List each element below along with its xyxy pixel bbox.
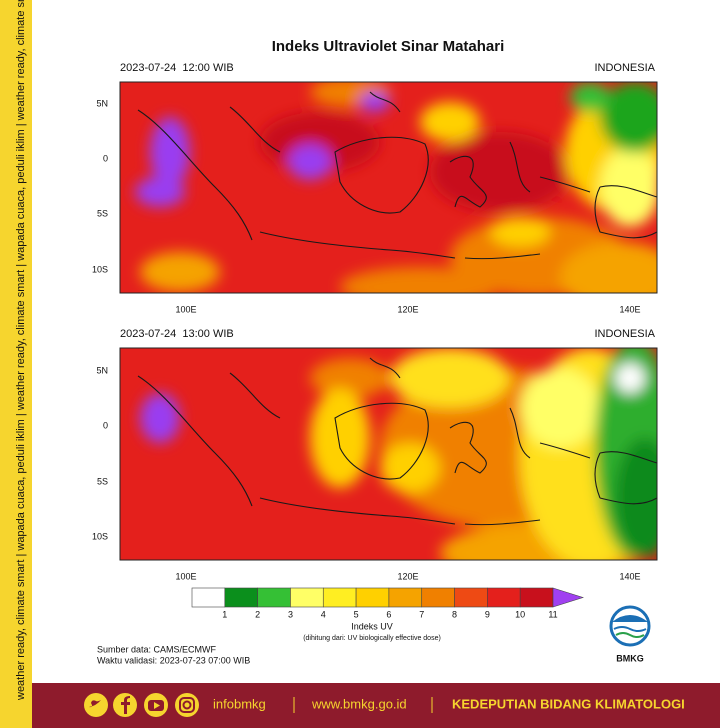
colorbar-box	[224, 587, 258, 608]
twitter-icon[interactable]	[84, 693, 108, 717]
lon-label: 120E	[397, 304, 418, 314]
panel-region: INDONESIA	[594, 62, 655, 74]
lon-label: 140E	[619, 304, 640, 314]
lon-label: 140E	[619, 571, 640, 581]
lon-label: 100E	[175, 571, 196, 581]
colorbar-label: 7	[419, 609, 424, 619]
colorbar-box	[487, 587, 521, 608]
side-banner-text: weather ready, climate smart | wapada cu…	[15, 0, 27, 701]
colorbar: 1 2 3 4 5 6 7 8 9 10 11	[191, 587, 584, 619]
footer-handle[interactable]: infobmkg	[213, 696, 266, 711]
lat-label: 5S	[97, 208, 108, 218]
side-banner	[0, 0, 32, 728]
source: Sumber data: CAMS/ECMWF	[97, 644, 217, 654]
colorbar-box	[257, 587, 291, 608]
colorbar-label: 9	[485, 609, 490, 619]
colorbar-label: 3	[288, 609, 293, 619]
lon-label: 100E	[175, 304, 196, 314]
validity: Waktu validasi: 2023-07-23 07:00 WIB	[97, 655, 250, 665]
panel-region: INDONESIA	[594, 328, 655, 340]
lat-label: 10S	[92, 264, 108, 274]
lat-label: 0	[103, 420, 108, 430]
logo-text: BMKG	[616, 653, 644, 663]
colorbar-label: 1	[222, 609, 227, 619]
lat-label: 0	[103, 153, 108, 163]
colorbar-label: 8	[452, 609, 457, 619]
colorbar-note: (dihitung dari: UV biologically effectiv…	[303, 635, 441, 642]
colorbar-box	[290, 587, 324, 608]
colorbar-box	[519, 587, 554, 608]
colorbar-title: Indeks UV	[351, 621, 393, 631]
instagram-icon[interactable]	[175, 693, 199, 717]
colorbar-arrow	[552, 587, 584, 608]
panel-time: 2023-07-24 13:00 WIB	[120, 328, 234, 340]
colorbar-box	[322, 587, 357, 608]
colorbar-box	[355, 587, 390, 608]
footer-website[interactable]: www.bmkg.go.id	[311, 696, 407, 711]
panel-time: 2023-07-24 12:00 WIB	[120, 62, 234, 74]
colorbar-label: 4	[321, 609, 326, 619]
map-panel	[119, 81, 658, 294]
title: Indeks Ultraviolet Sinar Matahari	[272, 38, 505, 55]
colorbar-label: 2	[255, 609, 260, 619]
lat-label: 5N	[96, 365, 108, 375]
colorbar-label: 11	[548, 609, 557, 619]
lon-label: 120E	[397, 571, 418, 581]
colorbar-box	[421, 587, 455, 608]
lat-label: 10S	[92, 531, 108, 541]
colorbar-box	[191, 587, 226, 608]
colorbar-label: 6	[386, 609, 391, 619]
labels: 2023-07-24 12:00 WIB INDONESIA 5N 0 5S 10S 100…	[92, 62, 656, 581]
colorbar-label: 5	[354, 609, 359, 619]
footer-department: KEDEPUTIAN BIDANG KLIMATOLOGI	[452, 696, 685, 711]
logo: BMKG	[609, 605, 651, 663]
colorbar-label: 10	[515, 609, 525, 619]
lat-label: 5S	[97, 476, 108, 486]
map-panel	[119, 347, 658, 561]
colorbar-box	[454, 587, 488, 608]
colorbar-box	[388, 587, 423, 608]
lat-label: 5N	[96, 98, 108, 108]
